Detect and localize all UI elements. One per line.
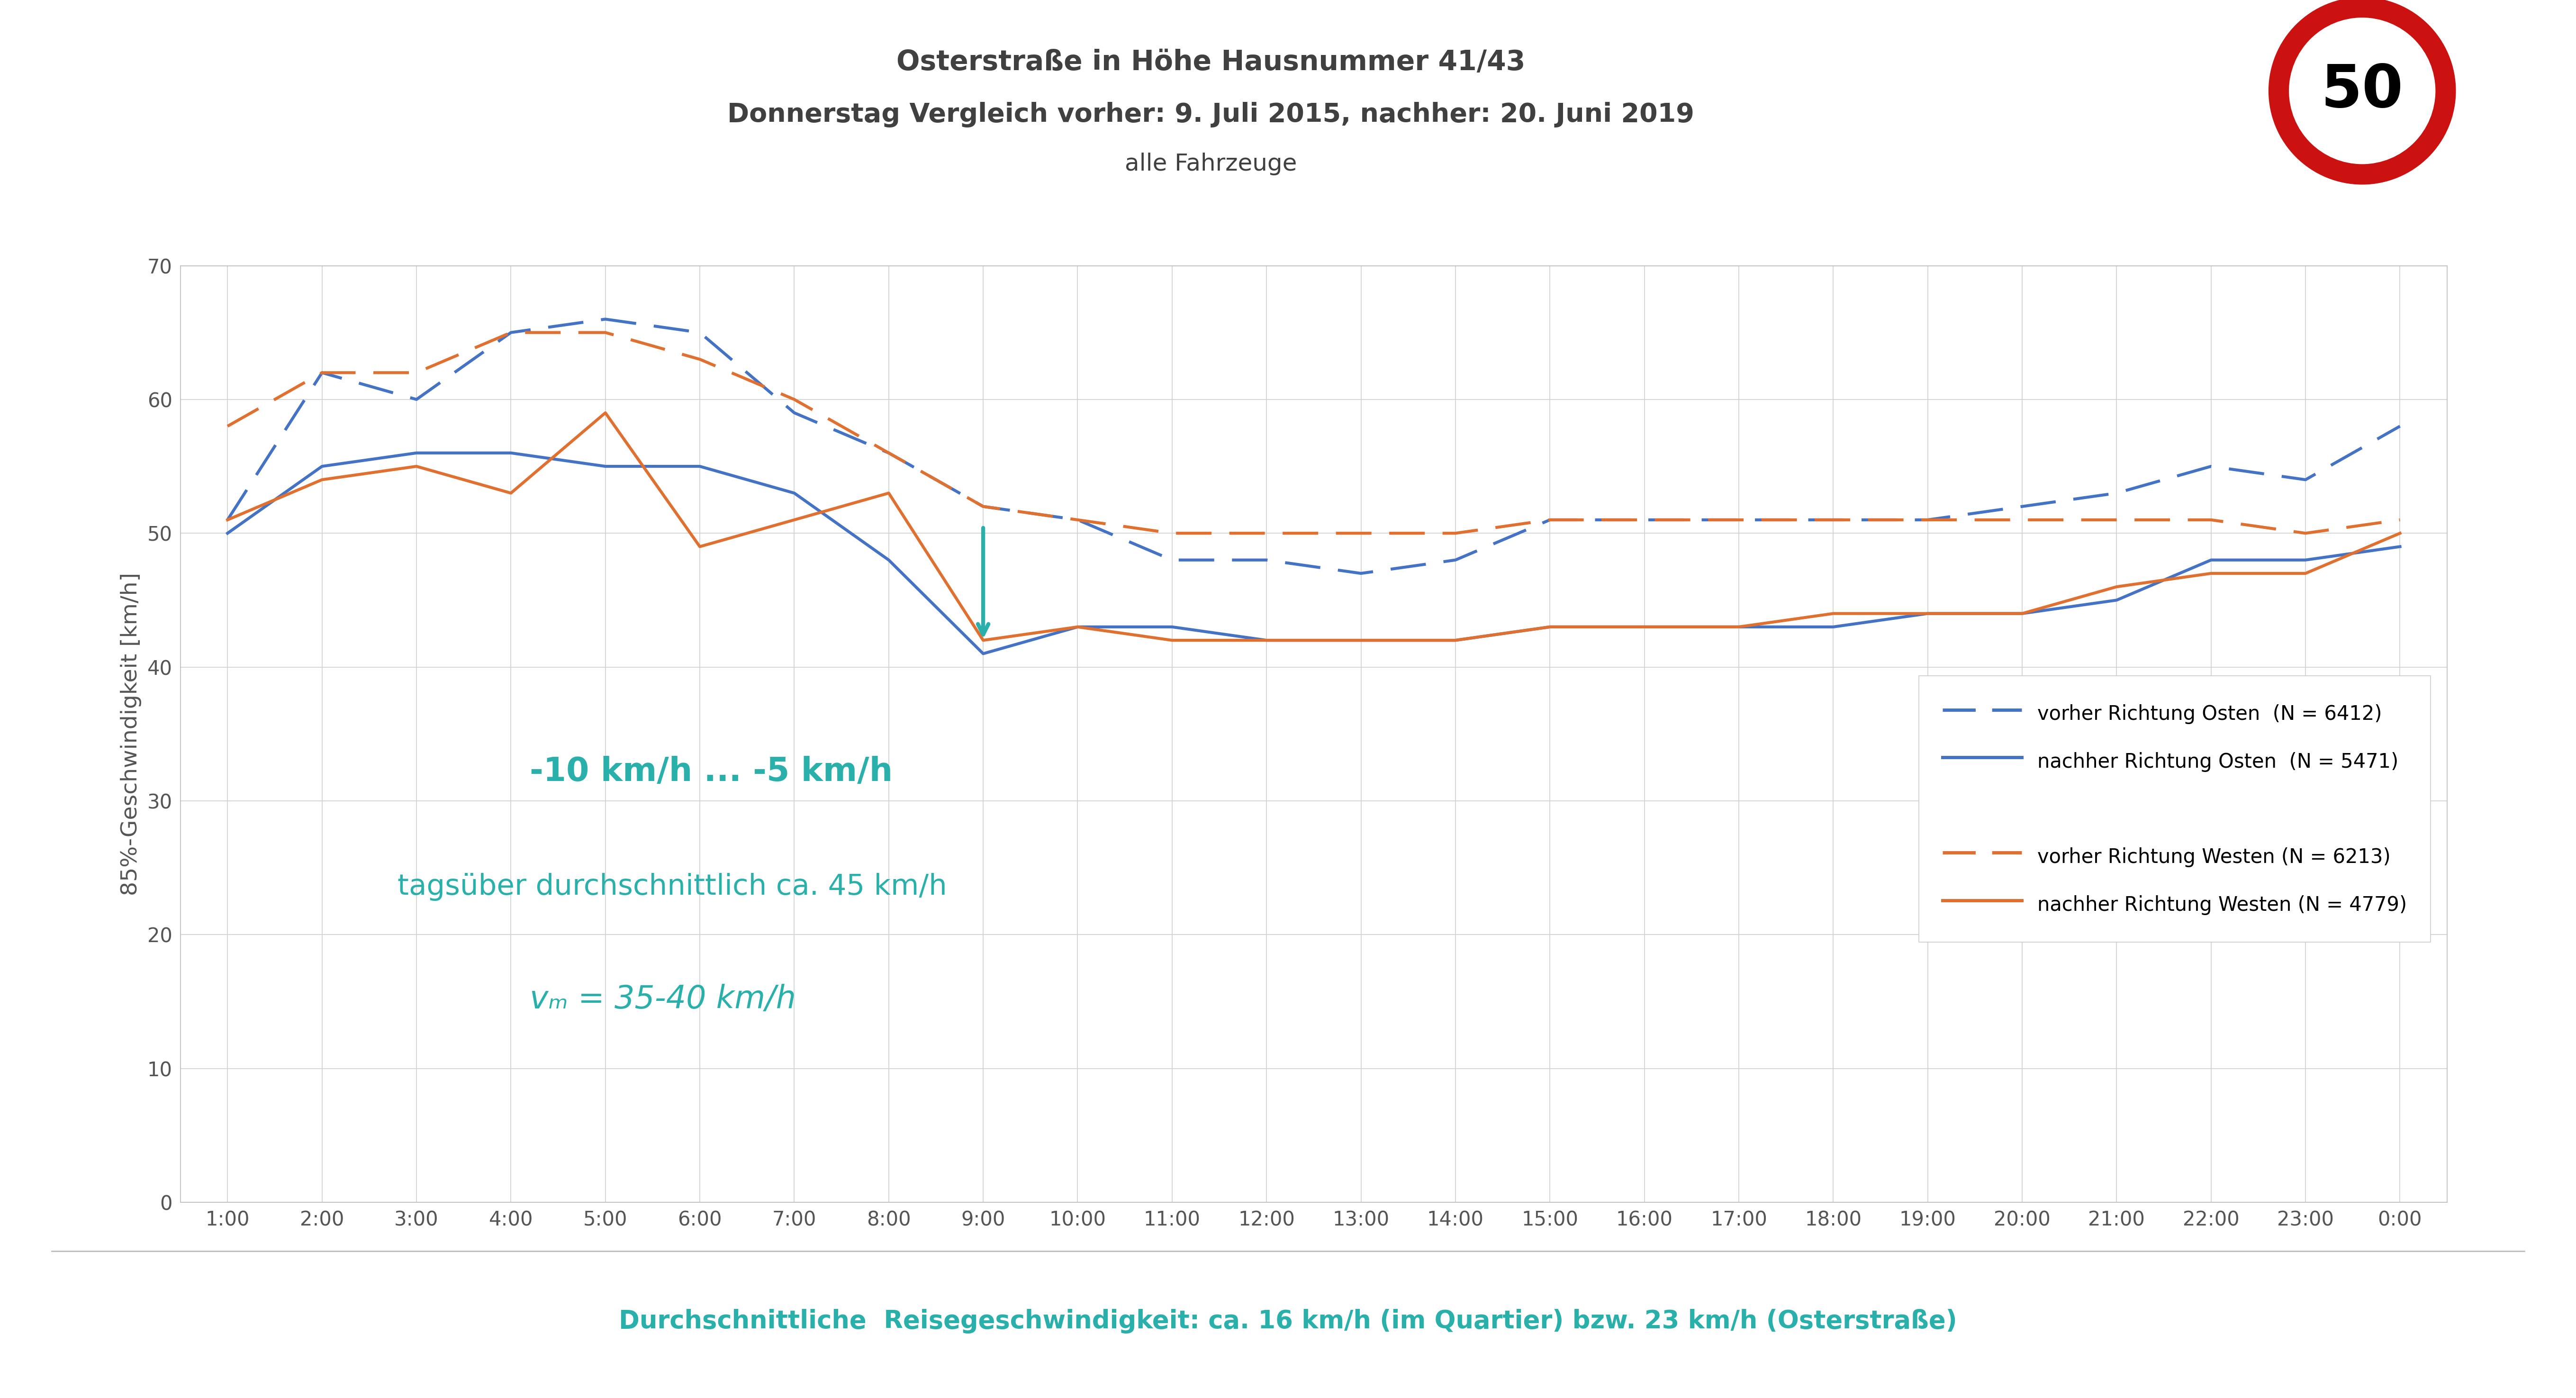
Text: Durchschnittliche  Reisegeschwindigkeit: ca. 16 km/h (im Quartier) bzw. 23 km/h : Durchschnittliche Reisegeschwindigkeit: … <box>618 1309 1958 1334</box>
Text: Osterstraße in Höhe Hausnummer 41/43: Osterstraße in Höhe Hausnummer 41/43 <box>896 49 1525 75</box>
Text: alle Fahrzeuge: alle Fahrzeuge <box>1126 152 1296 175</box>
Circle shape <box>2269 0 2455 185</box>
Text: Donnerstag Vergleich vorher: 9. Juli 2015, nachher: 20. Juni 2019: Donnerstag Vergleich vorher: 9. Juli 201… <box>726 102 1695 127</box>
Text: vₘ = 35-40 km/h: vₘ = 35-40 km/h <box>531 984 796 1015</box>
Y-axis label: 85%-Geschwindigkeit [km/h]: 85%-Geschwindigkeit [km/h] <box>121 572 142 896</box>
Legend: vorher Richtung Osten  (N = 6412), nachher Richtung Osten  (N = 5471),  , vorher: vorher Richtung Osten (N = 6412), nachhe… <box>1919 675 2432 942</box>
Text: 50: 50 <box>2321 62 2403 120</box>
Text: tagsüber durchschnittlich ca. 45 km/h: tagsüber durchschnittlich ca. 45 km/h <box>397 872 948 900</box>
Circle shape <box>2290 18 2434 164</box>
Text: -10 km/h ... -5 km/h: -10 km/h ... -5 km/h <box>531 756 894 787</box>
